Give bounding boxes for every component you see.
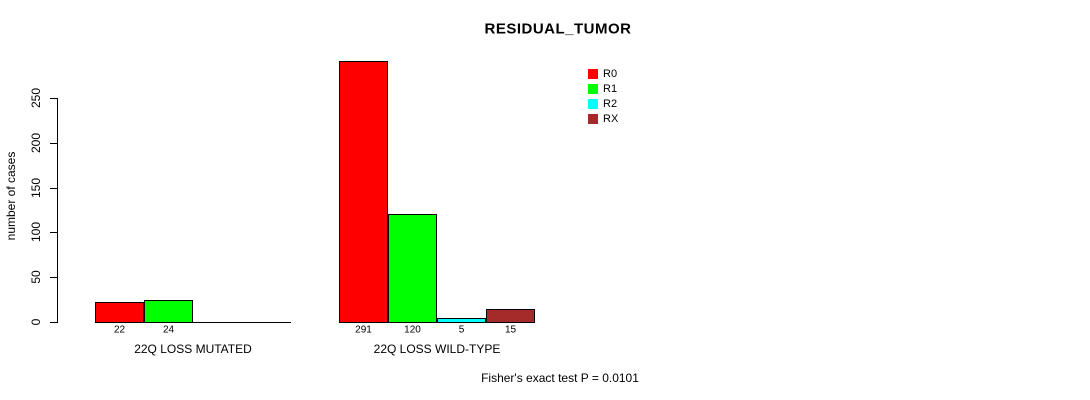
legend-item-r1: R1 <box>588 81 618 96</box>
y-axis-tick <box>50 142 57 144</box>
bar-rx-1-zero <box>242 322 291 323</box>
bar-value-label: 120 <box>404 324 421 336</box>
y-axis-tick-label: 150 <box>29 177 43 198</box>
y-axis-tick <box>50 232 57 234</box>
category-label-2: 22Q LOSS WILD-TYPE <box>373 342 501 356</box>
y-axis-tick-label: 200 <box>29 132 43 153</box>
legend-swatch-r0 <box>588 68 598 79</box>
bar-value-label: 22 <box>113 324 126 336</box>
legend-item-r0: R0 <box>588 66 618 81</box>
y-axis-line <box>57 98 58 323</box>
bar-r2-1-zero <box>193 322 242 323</box>
legend-item-rx: RX <box>588 111 618 126</box>
y-axis-tick-label: 50 <box>29 270 43 284</box>
y-axis-tick-label: 100 <box>29 222 43 243</box>
legend-label: R0 <box>603 67 618 80</box>
y-axis-tick <box>50 277 57 279</box>
fisher-test-annotation: Fisher's exact test P = 0.0101 <box>481 371 639 385</box>
y-axis-tick <box>50 322 57 323</box>
bar-value-label: 15 <box>504 324 517 336</box>
legend-swatch-rx <box>588 113 598 124</box>
bar-r0-2 <box>339 61 388 323</box>
bar-value-label: 24 <box>162 324 175 336</box>
legend-label: R2 <box>603 97 618 110</box>
legend-item-r2: R2 <box>588 96 618 111</box>
y-axis-tick <box>50 98 57 99</box>
legend-label: R1 <box>603 82 618 95</box>
y-axis-label: number of cases <box>4 151 18 241</box>
legend-swatch-r1 <box>588 83 598 94</box>
bar-r1-2 <box>388 214 437 323</box>
bar-r1-1 <box>144 300 193 323</box>
legend: R0 R1 R2 RX <box>588 66 618 126</box>
y-axis-tick <box>50 187 57 189</box>
bar-r2-2 <box>437 318 486 323</box>
legend-label: RX <box>603 112 619 125</box>
y-axis-tick-label: 0 <box>29 318 43 326</box>
bar-value-label: 291 <box>355 324 372 336</box>
legend-swatch-r2 <box>588 98 598 109</box>
bar-value-label: 5 <box>458 324 465 336</box>
bar-rx-2 <box>486 309 535 323</box>
chart-title: RESIDUAL_TUMOR <box>484 20 632 38</box>
y-axis-tick-label: 250 <box>29 87 43 109</box>
bar-r0-1 <box>95 302 144 323</box>
category-label-1: 22Q LOSS MUTATED <box>134 342 252 356</box>
